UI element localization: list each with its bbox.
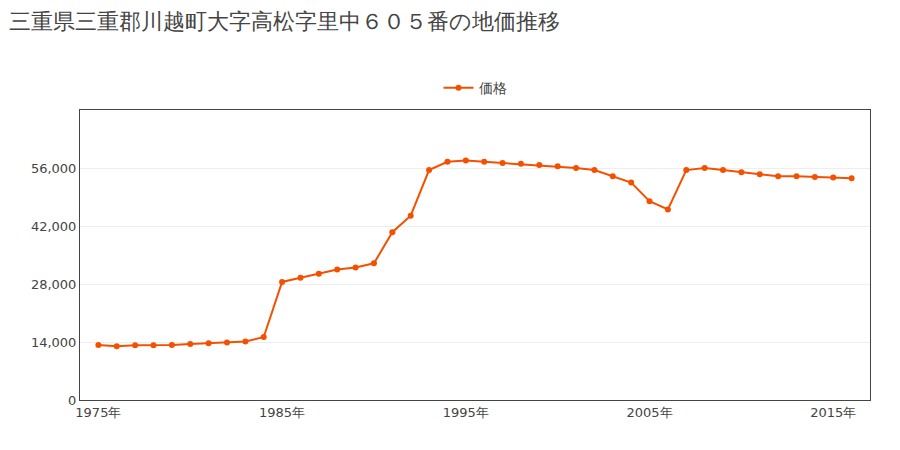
svg-text:1995年: 1995年 bbox=[443, 405, 489, 420]
svg-text:価格: 価格 bbox=[479, 80, 507, 96]
svg-text:0: 0 bbox=[68, 393, 76, 408]
svg-text:1975年: 1975年 bbox=[75, 405, 121, 420]
svg-text:三重県三重郡川越町大字高松字里中６０５番の地価推移: 三重県三重郡川越町大字高松字里中６０５番の地価推移 bbox=[9, 9, 560, 34]
svg-text:56,000: 56,000 bbox=[31, 161, 77, 176]
svg-text:1985年: 1985年 bbox=[259, 405, 305, 420]
svg-text:2005年: 2005年 bbox=[626, 405, 672, 420]
svg-text:2015年: 2015年 bbox=[810, 405, 856, 420]
svg-text:14,000: 14,000 bbox=[31, 335, 77, 350]
svg-text:28,000: 28,000 bbox=[31, 277, 77, 292]
svg-text:42,000: 42,000 bbox=[31, 219, 77, 234]
